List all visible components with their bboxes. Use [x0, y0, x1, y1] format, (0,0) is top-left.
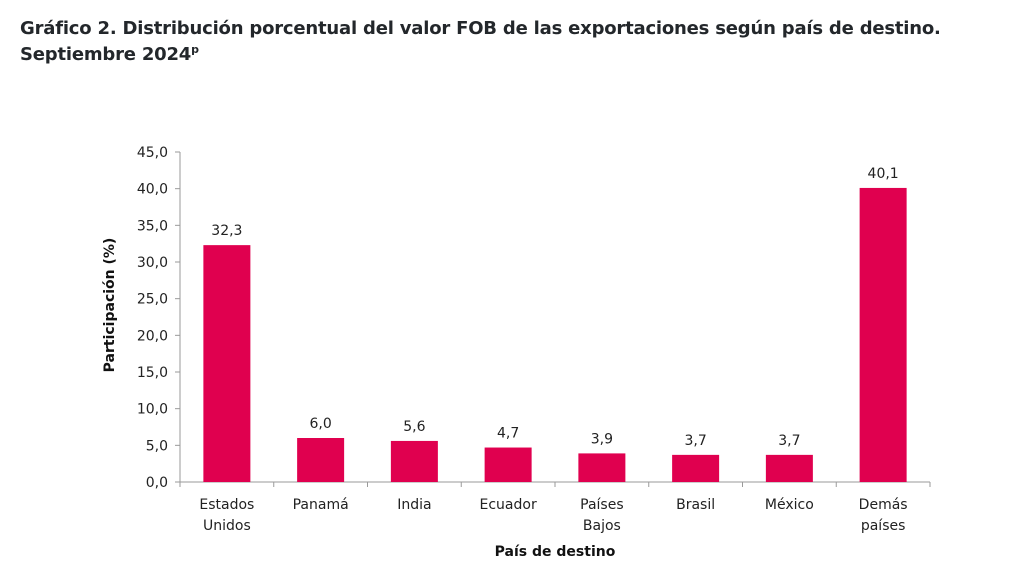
bar	[859, 187, 907, 482]
category-label: India	[397, 497, 431, 513]
chart-title-period: Septiembre 2024	[20, 44, 192, 65]
y-tick-label: 5,0	[146, 438, 168, 454]
y-tick-label: 40,0	[137, 182, 168, 198]
bar	[765, 454, 813, 482]
y-tick-label: 35,0	[137, 218, 168, 234]
bar	[484, 447, 532, 482]
y-axis: 0,0 5,0 10,0 15,0 20,0 25,0 30,0 35,0 40,0 45,0	[137, 145, 181, 491]
data-label: 6,0	[309, 416, 331, 432]
y-axis-title: Participación (%)	[102, 238, 118, 373]
bar	[203, 245, 251, 482]
y-tick-label: 25,0	[137, 292, 168, 308]
data-label: 3,7	[778, 433, 800, 449]
category-label: Brasil	[676, 497, 715, 513]
y-tick-label: 20,0	[137, 328, 168, 344]
category-label: México	[765, 497, 814, 513]
bar	[672, 454, 720, 482]
preliminary-marker: p	[191, 43, 199, 56]
bars	[203, 187, 907, 482]
data-label: 3,7	[684, 433, 706, 449]
x-axis: Estados Unidos Panamá India Ecuador Países Baj…	[175, 481, 931, 534]
y-tick-label: 0,0	[146, 475, 168, 491]
data-label: 32,3	[211, 223, 242, 239]
chart-title-line2: Septiembre 2024p	[20, 42, 941, 68]
category-label: Panamá	[293, 497, 349, 513]
y-tick-label: 30,0	[137, 255, 168, 271]
y-tick-label: 45,0	[137, 145, 168, 161]
category-label: Demás países	[859, 497, 908, 534]
category-label: Estados Unidos	[199, 497, 254, 534]
data-label: 4,7	[497, 426, 519, 442]
category-label: Países Bajos	[580, 497, 623, 534]
y-tick-label: 10,0	[137, 402, 168, 418]
data-label: 5,6	[403, 419, 425, 435]
bar	[390, 440, 438, 482]
category-label: Ecuador	[480, 497, 537, 513]
data-labels: 32,3 6,0 5,6 4,7 3,9 3,7 3,7 40,1	[211, 166, 898, 449]
y-tick-label: 15,0	[137, 365, 168, 381]
data-label: 40,1	[868, 166, 899, 182]
x-axis-title: País de destino	[495, 544, 616, 560]
chart-title-line1: Gráfico 2. Distribución porcentual del v…	[20, 18, 941, 39]
bar	[578, 453, 626, 482]
chart-title: Gráfico 2. Distribución porcentual del v…	[20, 16, 941, 68]
bar	[297, 438, 345, 482]
data-label: 3,9	[591, 431, 613, 447]
